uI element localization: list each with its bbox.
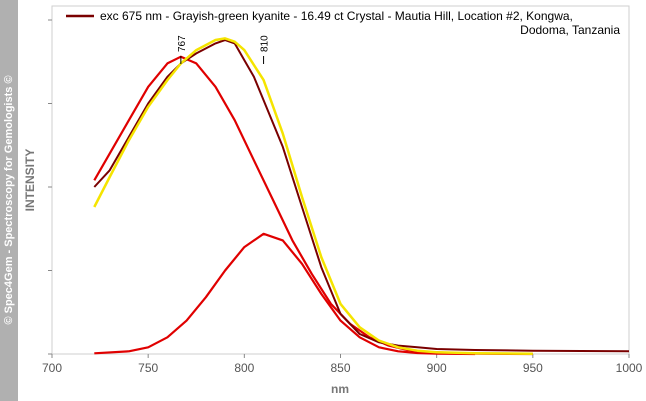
- legend-label-line1: exc 675 nm - Grayish-green kyanite - 16.…: [100, 9, 573, 23]
- series-line-0: [93, 39, 630, 353]
- series-line-3: [94, 232, 476, 356]
- plot-area: [51, 5, 630, 355]
- watermark-sidebar: © Spec4Gem - Spectroscopy for Gemologist…: [0, 0, 18, 401]
- peak-label-810: 810: [260, 35, 271, 52]
- axis-ticks: 700 750 800 850 900 950 1000: [42, 19, 643, 375]
- x-tick-label-850: 850: [330, 361, 350, 375]
- x-tick-label-900: 900: [427, 361, 447, 375]
- x-tick-label-700: 700: [42, 361, 62, 375]
- x-tick-label-750: 750: [138, 361, 158, 375]
- x-axis-title: nm: [331, 382, 349, 396]
- peak-labels: 767 810: [177, 35, 271, 64]
- series-line-1: [93, 37, 533, 355]
- peak-label-767: 767: [177, 35, 188, 52]
- y-axis-title: INTENSITY: [23, 149, 37, 212]
- legend-label-line2: Dodoma, Tanzania: [520, 23, 620, 37]
- x-tick-label-800: 800: [234, 361, 254, 375]
- x-tick-label-1000: 1000: [616, 361, 643, 375]
- series-layer: [93, 37, 630, 356]
- x-tick-label-950: 950: [523, 361, 543, 375]
- legend: exc 675 nm - Grayish-green kyanite - 16.…: [66, 9, 620, 37]
